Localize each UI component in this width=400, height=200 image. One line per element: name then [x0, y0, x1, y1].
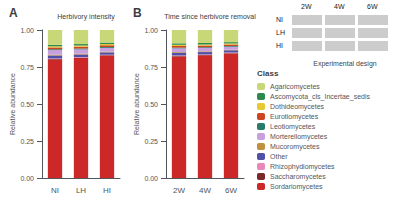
- svg-text:6W: 6W: [367, 3, 378, 10]
- svg-text:A: A: [9, 6, 18, 20]
- svg-text:B: B: [133, 6, 142, 20]
- svg-text:0.50: 0.50: [144, 101, 158, 108]
- svg-text:2W: 2W: [173, 186, 185, 195]
- svg-text:Relative abundance: Relative abundance: [9, 73, 16, 135]
- svg-text:HI: HI: [276, 42, 283, 49]
- svg-text:Leotiomycetes: Leotiomycetes: [270, 123, 316, 131]
- svg-text:4W: 4W: [199, 186, 211, 195]
- svg-text:6W: 6W: [225, 186, 237, 195]
- svg-text:0.25: 0.25: [144, 138, 158, 145]
- svg-text:0.00: 0.00: [20, 175, 34, 182]
- svg-text:NI: NI: [51, 186, 59, 195]
- svg-text:0.75: 0.75: [144, 64, 158, 71]
- svg-text:Other: Other: [270, 153, 288, 160]
- svg-text:0.50: 0.50: [20, 101, 34, 108]
- svg-text:Sordariomycetes: Sordariomycetes: [270, 183, 323, 191]
- svg-text:Ascomycota_cls_Incertae_sedis: Ascomycota_cls_Incertae_sedis: [270, 93, 370, 101]
- svg-text:4W: 4W: [334, 3, 345, 10]
- svg-text:1.00: 1.00: [20, 27, 34, 34]
- svg-text:Experimental design: Experimental design: [313, 60, 377, 68]
- svg-text:0.00: 0.00: [144, 175, 158, 182]
- svg-text:LH: LH: [76, 186, 86, 195]
- svg-text:NI: NI: [276, 16, 283, 23]
- svg-text:Saccharomycetes: Saccharomycetes: [270, 173, 326, 181]
- svg-text:HI: HI: [103, 186, 111, 195]
- svg-text:Agaricomycetes: Agaricomycetes: [270, 83, 320, 91]
- svg-text:Rhizophydiomycetes: Rhizophydiomycetes: [270, 163, 335, 171]
- svg-text:0.75: 0.75: [20, 64, 34, 71]
- svg-text:LH: LH: [276, 29, 285, 36]
- svg-text:Time since herbivore removal: Time since herbivore removal: [164, 13, 256, 20]
- svg-text:Relative abundance: Relative abundance: [133, 73, 140, 135]
- svg-text:0.25: 0.25: [20, 138, 34, 145]
- svg-text:Eurotiomycetes: Eurotiomycetes: [270, 113, 319, 121]
- svg-text:2W: 2W: [301, 3, 312, 10]
- svg-text:Morterellomycetes: Morterellomycetes: [270, 133, 328, 141]
- svg-text:Dothideomycetes: Dothideomycetes: [270, 103, 325, 111]
- svg-text:1.00: 1.00: [144, 27, 158, 34]
- svg-text:Herbivory intensity: Herbivory intensity: [57, 13, 115, 21]
- svg-text:Mucoromycetes: Mucoromycetes: [270, 143, 320, 151]
- svg-text:Class: Class: [257, 69, 279, 78]
